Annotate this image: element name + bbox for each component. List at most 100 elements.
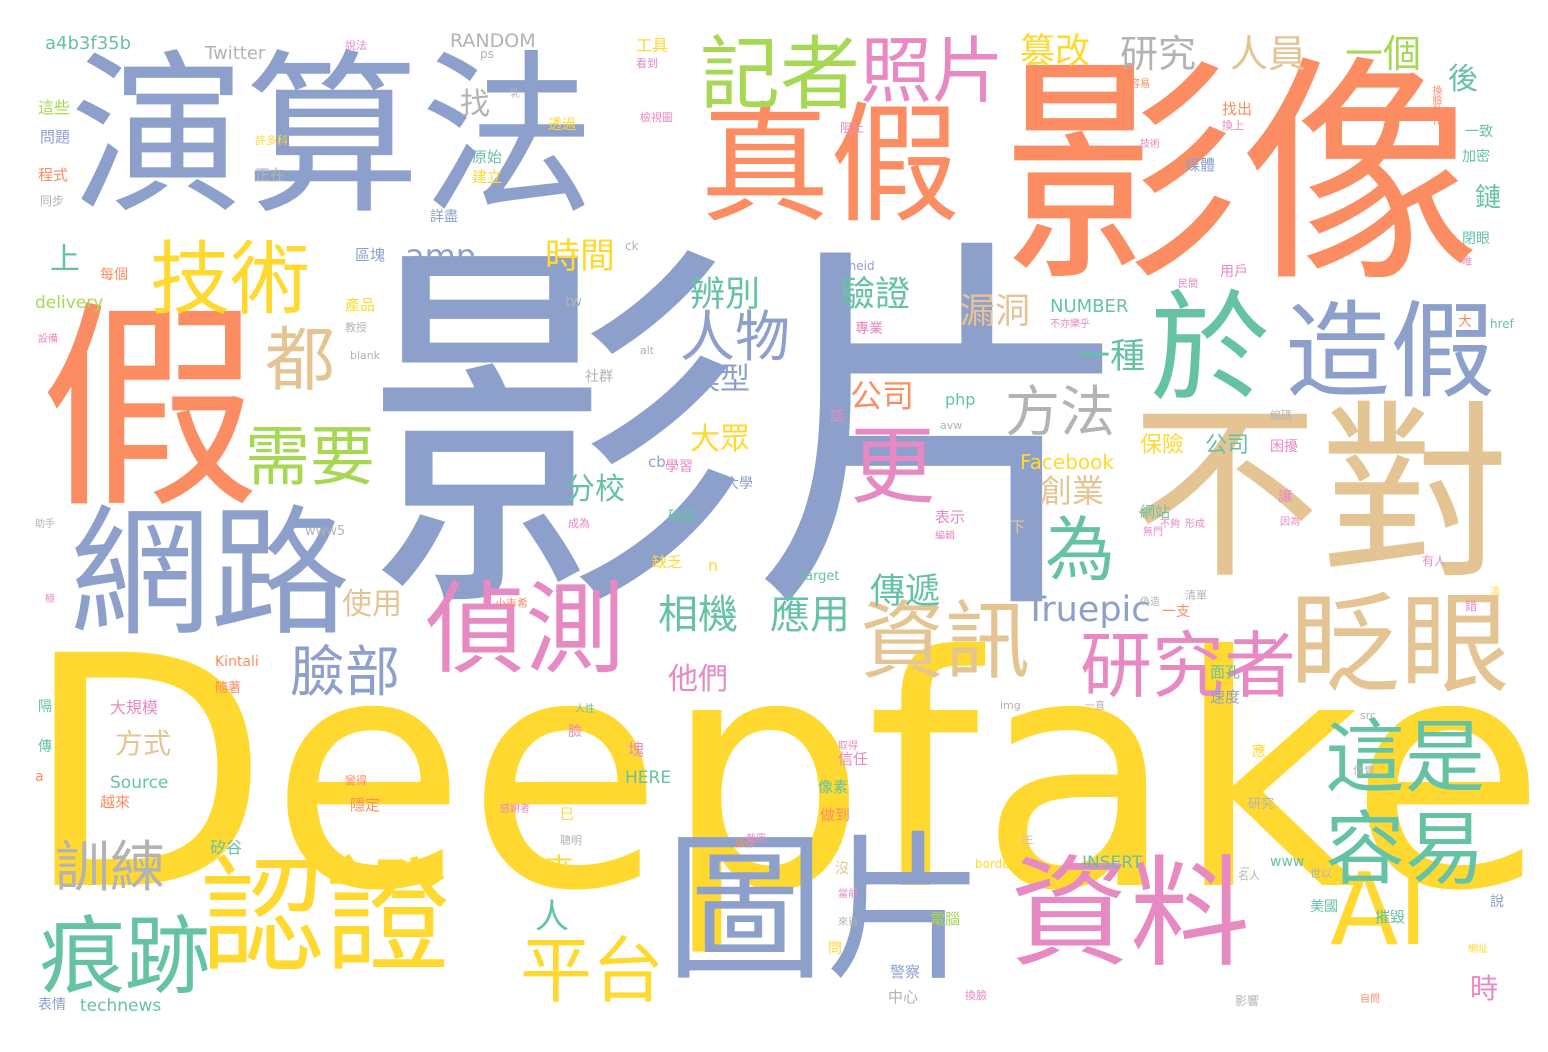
cloud-word: 說 [1490,894,1504,910]
cloud-word: 美國 [1310,899,1338,915]
cloud-word: AI [1330,851,1428,968]
cloud-word: 區塊 [355,246,386,264]
cloud-word: 問 [828,941,842,957]
cloud-word: 相機 [658,592,738,638]
cloud-word: 信實 [1353,764,1375,777]
cloud-word: 當前 [838,889,858,900]
cloud-word: ps [480,47,494,61]
cloud-word: 專業 [855,321,883,337]
cloud-word: 警察 [890,963,921,981]
cloud-word: 正在 [255,166,286,184]
cloud-word: INSERT [1082,853,1143,873]
cloud-word: 聰明 [560,834,582,847]
cloud-word: 後 [1448,62,1478,97]
cloud-word: Twitter [205,43,266,64]
cloud-word: 來 [545,852,574,885]
cloud-word: 換上 [1222,119,1244,132]
cloud-word: 資料 [1010,845,1250,984]
cloud-word: 電腦 [930,910,961,928]
cloud-word: 加密 [1462,149,1490,165]
cloud-word: 保險 [1140,433,1185,458]
cloud-word: 用戶 [1220,264,1248,280]
cloud-word: 造假 [1285,291,1496,413]
cloud-word: 找 [460,87,490,122]
cloud-word: zoneid [835,259,875,273]
cloud-word: 面孔 [1210,663,1241,681]
cloud-word: Facebook [1020,450,1114,474]
cloud-word: delivery [35,293,104,313]
cloud-word: 形成 [1185,519,1205,530]
cloud-word: Deepfake [23,589,1546,961]
cloud-word: 換臉動作 [1430,85,1441,125]
cloud-word: 影像 [1000,35,1481,315]
cloud-word: www [1270,854,1305,870]
cloud-word: 程式 [38,166,69,184]
cloud-word: 表情 [38,997,66,1013]
cloud-word: tw [565,294,582,310]
cloud-word: 找出 [1222,100,1253,118]
cloud-word: 這是 [1325,711,1485,804]
cloud-word: 使用 [342,587,402,622]
cloud-word: 真假 [700,89,961,241]
cloud-word: 話 [830,409,844,425]
cloud-word: 模型 [690,362,750,397]
cloud-word: 研究 [1248,797,1275,812]
cloud-word: 自問 [1360,994,1380,1005]
cloud-word: 名人 [1238,869,1260,882]
cloud-word: 一致 [1465,124,1493,140]
cloud-word: 年 [1020,834,1034,850]
cloud-word: 破綻 [668,509,696,525]
cloud-word: 演算法 [70,36,595,239]
cloud-word: 不亦樂乎 [1050,319,1090,330]
cloud-word: 這些 [38,98,71,117]
cloud-word: 臉 [568,724,582,740]
cloud-word: 清單 [1185,589,1207,602]
cloud-word: 漏洞 [960,292,1031,332]
cloud-word: 方法 [1005,380,1116,444]
cloud-word: 速度 [1210,688,1241,706]
cloud-word: 一種 [1075,337,1146,377]
cloud-word: 一支 [1162,604,1190,620]
cloud-word: 篡改 [1020,32,1091,72]
cloud-word: Truepic [1025,590,1151,630]
cloud-word: ck [625,239,639,253]
cloud-word: Source [110,773,169,793]
cloud-word: 閉眼 [1462,231,1490,247]
cloud-word: 分校 [565,472,625,507]
cloud-word: 方式 [115,727,172,760]
cloud-word: amp [405,237,477,275]
cloud-word: 教授 [345,321,367,334]
cloud-word: 原始 [472,148,503,166]
cloud-word: alt [640,344,655,357]
cloud-word: 偵測 [425,571,625,688]
cloud-word: 一個 [1345,32,1422,76]
cloud-word: 唯 [1462,257,1472,268]
cloud-word: 認證 [200,845,450,990]
cloud-word: 影響 [1235,994,1260,1008]
cloud-word: 越來 [100,793,131,811]
cloud-word: 技術 [150,233,310,326]
cloud-word: 巳 [560,807,574,823]
cloud-word: 隨著 [215,681,242,696]
cloud-word: 編碼 [1270,409,1292,422]
cloud-word: 像素 [818,778,849,796]
cloud-word: php [945,390,976,409]
cloud-word: 中心 [888,988,919,1006]
cloud-word: 感謝者 [500,804,530,815]
cloud-word: 取得 [838,741,858,752]
cloud-word: 因為 [1280,517,1300,528]
cloud-word: 產品 [345,296,376,314]
cloud-word: 人員 [1230,32,1307,76]
cloud-word: 上 [50,242,80,277]
cloud-word: 同步 [40,194,65,208]
cloud-word: 大學 [725,476,753,492]
cloud-word: 做到 [820,806,851,824]
cloud-word: 讓 [1278,489,1292,505]
cloud-word: border [975,857,1015,871]
cloud-word: 人性 [575,704,595,715]
cloud-word: 沒 [835,861,849,877]
cloud-word: 看到 [636,57,658,70]
cloud-word: 大規模 [110,698,159,717]
cloud-word: href [1490,317,1514,331]
